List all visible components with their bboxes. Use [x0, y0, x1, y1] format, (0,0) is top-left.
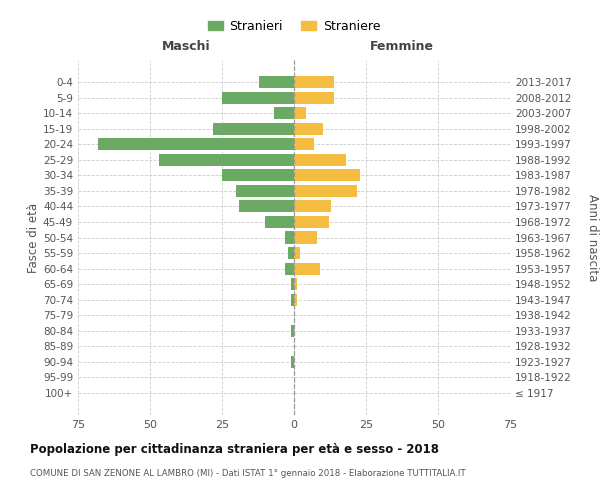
- Bar: [214, 122, 294, 135]
- Bar: [98, 138, 294, 150]
- Bar: [294, 185, 358, 197]
- Bar: [294, 122, 323, 135]
- Bar: [294, 278, 297, 290]
- Bar: [286, 262, 294, 274]
- Bar: [274, 107, 294, 120]
- Bar: [294, 92, 334, 104]
- Bar: [294, 76, 334, 88]
- Bar: [286, 232, 294, 243]
- Bar: [294, 262, 320, 274]
- Bar: [291, 356, 294, 368]
- Bar: [294, 138, 314, 150]
- Y-axis label: Fasce di età: Fasce di età: [27, 202, 40, 272]
- Text: Maschi: Maschi: [161, 40, 211, 53]
- Bar: [265, 216, 294, 228]
- Bar: [294, 200, 331, 212]
- Bar: [291, 294, 294, 306]
- Bar: [291, 324, 294, 336]
- Bar: [236, 185, 294, 197]
- Bar: [222, 92, 294, 104]
- Legend: Stranieri, Straniere: Stranieri, Straniere: [208, 20, 380, 33]
- Bar: [291, 278, 294, 290]
- Bar: [294, 107, 305, 120]
- Bar: [158, 154, 294, 166]
- Bar: [294, 294, 297, 306]
- Y-axis label: Anni di nascita: Anni di nascita: [586, 194, 599, 281]
- Bar: [288, 247, 294, 259]
- Bar: [239, 200, 294, 212]
- Bar: [294, 216, 329, 228]
- Text: COMUNE DI SAN ZENONE AL LAMBRO (MI) - Dati ISTAT 1° gennaio 2018 - Elaborazione : COMUNE DI SAN ZENONE AL LAMBRO (MI) - Da…: [30, 468, 466, 477]
- Bar: [294, 170, 360, 181]
- Bar: [294, 247, 300, 259]
- Bar: [259, 76, 294, 88]
- Text: Popolazione per cittadinanza straniera per età e sesso - 2018: Popolazione per cittadinanza straniera p…: [30, 442, 439, 456]
- Bar: [294, 232, 317, 243]
- Bar: [222, 170, 294, 181]
- Text: Femmine: Femmine: [370, 40, 434, 53]
- Bar: [294, 154, 346, 166]
